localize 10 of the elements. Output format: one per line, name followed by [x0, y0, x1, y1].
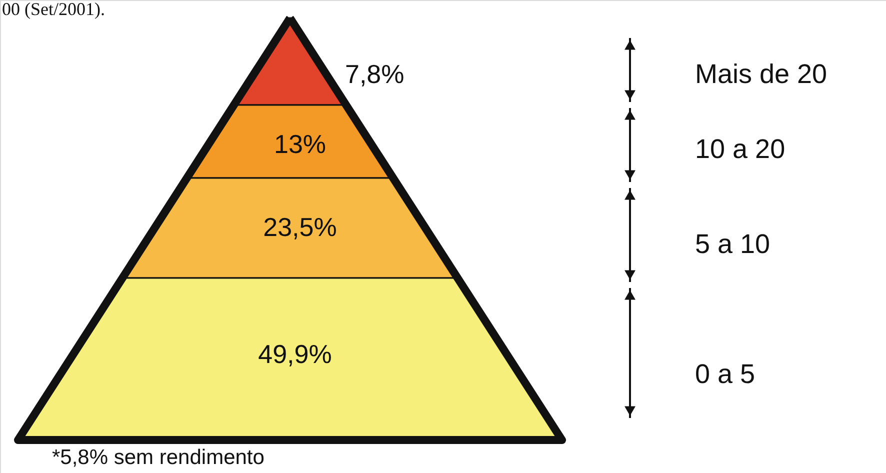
text: *5,8% sem rendimento — [52, 446, 264, 469]
data-label: 13% — [274, 129, 326, 159]
data-label: 7,8% — [345, 59, 404, 89]
text: 00 (Set/2001). — [2, 0, 105, 19]
data-label: 49,9% — [258, 339, 332, 369]
category-label: 5 a 10 — [695, 229, 770, 259]
category-label: Mais de 20 — [695, 59, 828, 89]
category-label: 0 a 5 — [695, 359, 756, 389]
category-label: 10 a 20 — [695, 134, 786, 164]
data-label: 23,5% — [263, 212, 337, 242]
